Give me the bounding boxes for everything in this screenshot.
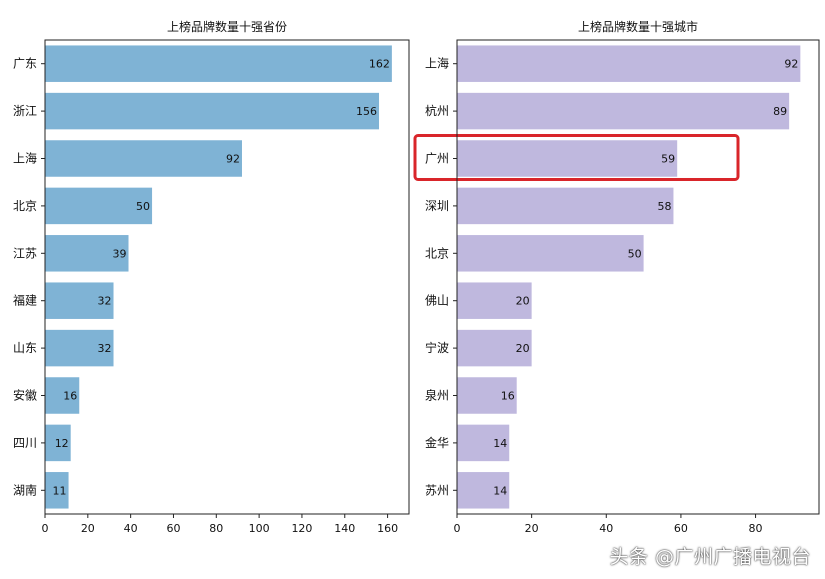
category-label: 北京 (13, 199, 37, 213)
plot-frame (44, 39, 410, 515)
bar-value-label: 156 (356, 105, 377, 118)
category-label: 江苏 (13, 246, 37, 260)
category-label: 金华 (425, 435, 449, 450)
category-label: 深圳 (425, 199, 449, 213)
bar (45, 472, 69, 509)
x-tick-label: 60 (674, 522, 688, 535)
bar-value-label: 50 (136, 200, 150, 213)
bar-value-label: 92 (784, 58, 798, 71)
x-tick-label: 140 (334, 522, 355, 535)
category-label: 北京 (425, 246, 449, 260)
x-tick-label: 40 (124, 522, 138, 535)
chart-title: 上榜品牌数量十强城市 (578, 19, 698, 34)
bar (457, 235, 644, 272)
category-label: 泉州 (425, 389, 449, 403)
bar-value-label: 14 (493, 484, 507, 497)
category-label: 山东 (13, 341, 37, 355)
category-label: 广东 (13, 57, 37, 71)
bar (45, 140, 242, 177)
x-tick-label: 100 (249, 522, 270, 535)
bar (457, 377, 517, 414)
bar-value-label: 50 (628, 247, 642, 260)
bar-value-label: 89 (773, 105, 787, 118)
bar (457, 45, 801, 82)
category-label: 上海 (425, 56, 449, 71)
bar (45, 329, 114, 367)
bar-value-label: 20 (516, 295, 530, 308)
x-tick-label: 40 (599, 522, 613, 535)
bar-value-label: 16 (501, 390, 515, 403)
category-label: 广州 (425, 152, 449, 166)
highlight-box (413, 134, 740, 181)
bar-value-label: 59 (661, 153, 675, 166)
bar-value-label: 162 (369, 58, 390, 71)
x-tick-label: 80 (749, 522, 763, 535)
bar (457, 140, 678, 177)
bar-value-label: 12 (55, 437, 69, 450)
bar (45, 92, 380, 130)
bar-value-label: 39 (113, 247, 127, 260)
category-label: 福建 (13, 293, 37, 308)
bar-value-label: 32 (98, 295, 112, 308)
bar-value-label: 16 (63, 390, 77, 403)
x-tick-label: 120 (291, 522, 312, 535)
bar (45, 45, 392, 82)
category-label: 苏州 (425, 483, 449, 497)
category-label: 浙江 (13, 104, 37, 118)
x-tick-label: 20 (81, 522, 95, 535)
bar (457, 329, 532, 367)
bar-value-label: 92 (226, 153, 240, 166)
bar-value-label: 20 (516, 342, 530, 355)
bar (45, 424, 71, 462)
plot-frame (456, 39, 820, 515)
bar-value-label: 11 (53, 484, 67, 497)
category-label: 湖南 (13, 482, 37, 497)
bar-value-label: 58 (657, 200, 671, 213)
category-label: 杭州 (425, 103, 449, 118)
x-tick-label: 60 (166, 522, 180, 535)
bar (457, 187, 674, 225)
bar (45, 282, 114, 319)
category-label: 上海 (13, 151, 37, 166)
x-tick-label: 0 (454, 522, 461, 535)
bar (45, 187, 153, 225)
bar (457, 472, 510, 509)
category-label: 四川 (13, 436, 37, 450)
category-label: 佛山 (425, 294, 449, 308)
bar (457, 282, 532, 319)
chart-title: 上榜品牌数量十强省份 (167, 19, 287, 34)
bar (457, 424, 510, 462)
bar (45, 235, 129, 272)
bar-value-label: 32 (98, 342, 112, 355)
x-tick-label: 0 (42, 522, 49, 535)
x-tick-label: 80 (209, 522, 223, 535)
category-label: 宁波 (425, 340, 449, 355)
category-label: 安徽 (13, 388, 37, 403)
watermark-text: 头条 @广州广播电视台 (609, 546, 811, 568)
x-tick-label: 20 (525, 522, 539, 535)
bar-value-label: 14 (493, 437, 507, 450)
bar (457, 92, 790, 130)
bar (45, 377, 80, 414)
x-tick-label: 160 (377, 522, 398, 535)
